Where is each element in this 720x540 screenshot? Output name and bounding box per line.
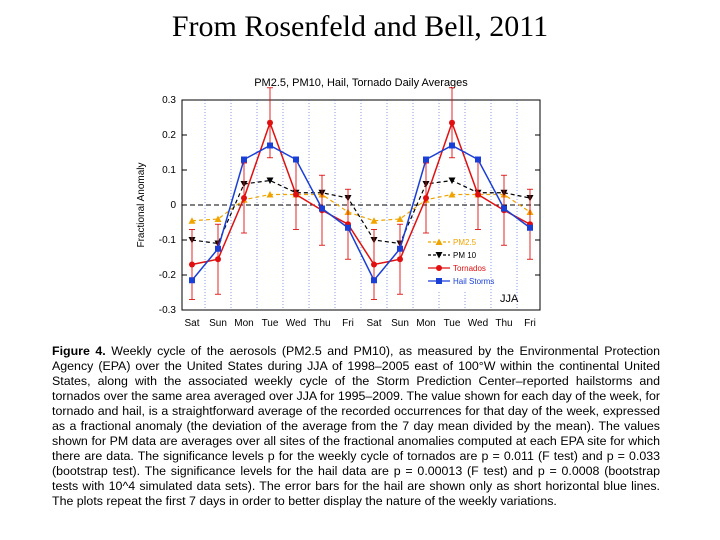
hail-storms-point bbox=[449, 142, 455, 149]
x-tick-label: Wed bbox=[468, 318, 488, 329]
tornados-point bbox=[397, 256, 403, 263]
line-chart: PM2.5, PM10, Hail, Tornado Daily Average… bbox=[136, 77, 541, 329]
x-tick-label: Mon bbox=[416, 318, 435, 329]
legend-pm-10-label: PM 10 bbox=[453, 251, 477, 260]
legend-pm-10-marker bbox=[435, 252, 443, 259]
hail-storms-point bbox=[189, 277, 195, 284]
hail-storms-point bbox=[501, 205, 507, 212]
x-tick-label: Thu bbox=[495, 318, 512, 329]
hail-storms-point bbox=[527, 224, 533, 231]
x-tick-label: Sun bbox=[391, 318, 409, 329]
hail-storms-point bbox=[423, 156, 429, 163]
legend-box bbox=[424, 234, 490, 292]
legend-pm2-5-label: PM2.5 bbox=[453, 238, 477, 247]
legend-hail-storms-label: Hail Storms bbox=[453, 277, 494, 286]
pm2-5-point bbox=[448, 191, 456, 198]
x-tick-label: Fri bbox=[524, 318, 536, 329]
tornados-point bbox=[423, 195, 429, 201]
y-tick-label: 0.3 bbox=[162, 95, 176, 106]
tornados-point bbox=[293, 191, 299, 198]
legend-tornados-label: Tornados bbox=[453, 264, 486, 273]
chart-area: PM2.5, PM10, Hail, Tornado Daily Average… bbox=[130, 72, 560, 337]
hail-storms-point bbox=[371, 277, 377, 284]
pm2-5-line bbox=[191, 193, 531, 222]
hail-storms-point bbox=[475, 156, 481, 163]
pm2-5-point bbox=[396, 215, 404, 222]
hail-storms-point bbox=[293, 156, 299, 163]
caption-text: Weekly cycle of the aerosols (PM2.5 and … bbox=[52, 344, 660, 508]
chart-title: PM2.5, PM10, Hail, Tornado Daily Average… bbox=[254, 77, 468, 89]
x-tick-label: Sat bbox=[366, 318, 381, 329]
x-tick-label: Thu bbox=[313, 318, 330, 329]
legend-hail-storms-marker bbox=[436, 278, 442, 284]
x-tick-label: Sat bbox=[184, 318, 199, 329]
figure-caption: Figure 4. Weekly cycle of the aerosols (… bbox=[52, 344, 660, 509]
tornados-point bbox=[371, 261, 377, 268]
hail-storms-point bbox=[215, 245, 221, 252]
y-tick-label: 0.2 bbox=[162, 130, 176, 141]
x-tick-label: Wed bbox=[286, 318, 306, 329]
season-annotation: JJA bbox=[500, 293, 519, 305]
y-tick-label: -0.3 bbox=[159, 305, 177, 316]
pm2-5-point bbox=[266, 191, 274, 198]
x-tick-label: Sun bbox=[209, 318, 227, 329]
pm2-5-point bbox=[214, 215, 222, 222]
hail-storms-point bbox=[319, 205, 325, 212]
y-tick-label: 0.1 bbox=[162, 165, 176, 176]
y-tick-label: 0 bbox=[170, 200, 176, 211]
legend-pm2-5-marker bbox=[435, 238, 443, 245]
hail-storms-point bbox=[345, 224, 351, 231]
tornados-point bbox=[475, 191, 481, 198]
tornados-line bbox=[191, 120, 531, 266]
pm-10-point bbox=[266, 177, 274, 184]
tornados-point bbox=[215, 256, 221, 263]
tornados-point bbox=[189, 261, 195, 268]
tornados-point bbox=[449, 119, 455, 126]
pm2-5-point bbox=[370, 217, 378, 224]
legend-tornados-marker bbox=[436, 265, 442, 271]
hail-storms-point bbox=[267, 142, 273, 149]
x-tick-label: Tue bbox=[262, 318, 279, 329]
hail-storms-point bbox=[241, 156, 247, 163]
tornados-point bbox=[267, 119, 273, 126]
y-tick-label: -0.2 bbox=[159, 270, 177, 281]
x-tick-label: Mon bbox=[234, 318, 253, 329]
caption-figure-label: Figure 4. bbox=[52, 344, 106, 358]
pm2-5-point bbox=[188, 217, 196, 224]
x-tick-label: Tue bbox=[444, 318, 461, 329]
slide-title: From Rosenfeld and Bell, 2011 bbox=[171, 10, 549, 43]
hail-storms-line bbox=[191, 144, 531, 282]
y-tick-label: -0.1 bbox=[159, 235, 177, 246]
hail-storms-point bbox=[397, 245, 403, 252]
pm-10-point bbox=[448, 177, 456, 184]
y-axis-label: Fractional Anomaly bbox=[136, 162, 147, 247]
x-tick-label: Fri bbox=[342, 318, 354, 329]
tornados-point bbox=[241, 195, 247, 201]
